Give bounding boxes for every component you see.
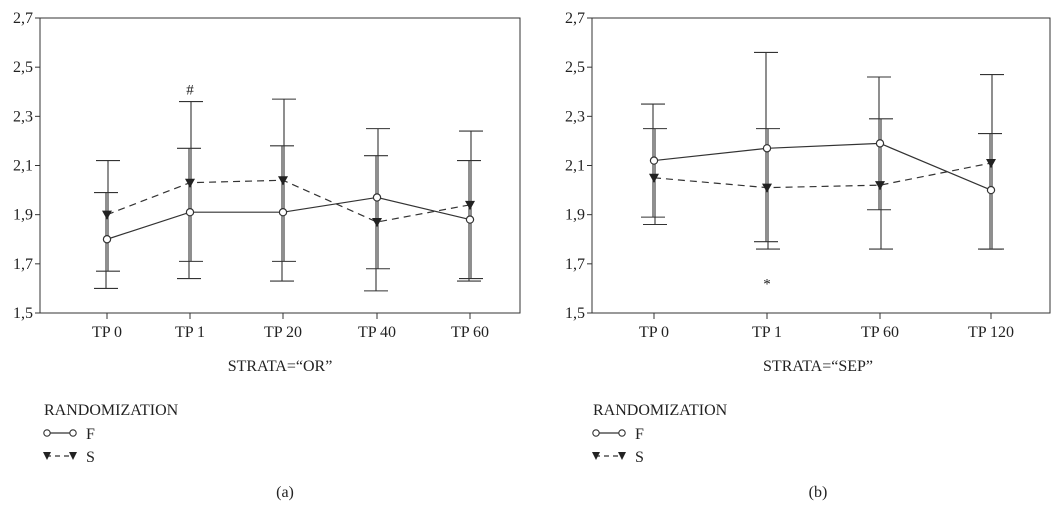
legend-marker [69,452,77,460]
x-tick-label: TP 60 [451,324,489,341]
legend-label: S [86,449,95,466]
series-line-S [654,163,991,188]
y-tick-label: 2,1 [565,158,585,175]
data-point-F [373,194,380,201]
plot-frame [40,18,520,313]
annotation-mark: # [186,82,194,98]
legend-marker [44,430,50,436]
y-tick-label: 1,5 [565,305,585,322]
chart-panel-b: 1,5 1,7 1,9 2,1 2,3 2,5 2,7 TP 0 TP 1 TP 60 TP 120… [565,10,1050,501]
x-tick-label: TP 0 [92,324,122,341]
legend-marker [618,452,626,460]
legend-marker [619,430,625,436]
y-tick-label: 2,7 [565,10,585,27]
data-point-S [762,184,772,193]
legend-title: RANDOMIZATION [44,402,179,419]
chart-panel-a: 1,5 1,7 1,9 2,1 2,3 2,5 2,7 TP 0 TP 1 TP 20 TP 40 T… [13,10,520,501]
series-line-F [107,197,470,239]
legend-marker [593,430,599,436]
y-tick-label: 2,7 [13,10,33,27]
annotation-mark: * [763,277,771,293]
y-tick-label: 2,5 [565,59,585,76]
data-point-F [987,186,994,193]
data-point-S [278,176,288,185]
x-tick-label: TP 20 [264,324,302,341]
y-tick-label: 2,1 [13,158,33,175]
x-tick-label: TP 120 [968,324,1014,341]
panel-label: (b) [809,484,828,501]
x-tick-label: TP 0 [639,324,669,341]
x-axis-title: STRATA=“OR” [228,358,333,375]
y-tick-label: 1,9 [13,207,33,224]
panel-label: (a) [276,484,294,501]
series-line-S [107,180,470,222]
legend-marker [70,430,76,436]
legend-label: S [635,449,644,466]
data-point-S [372,218,382,227]
legend-label: F [86,426,95,443]
x-tick-label: TP 1 [752,324,782,341]
legend-label: F [635,426,644,443]
x-tick-label: TP 40 [358,324,396,341]
y-tick-label: 1,7 [565,256,585,273]
data-point-S [102,211,112,220]
y-tick-label: 1,7 [13,256,33,273]
y-tick-label: 1,5 [13,305,33,322]
x-tick-label: TP 1 [175,324,205,341]
data-point-F [279,209,286,216]
data-point-F [876,140,883,147]
data-point-F [466,216,473,223]
y-tick-label: 2,3 [565,108,585,125]
data-point-F [763,145,770,152]
series-line-F [654,143,991,190]
data-point-F [186,209,193,216]
data-point-F [103,236,110,243]
y-tick-label: 1,9 [565,207,585,224]
legend-title: RANDOMIZATION [593,402,728,419]
y-tick-label: 2,5 [13,59,33,76]
y-tick-label: 2,3 [13,108,33,125]
x-axis-title: STRATA=“SEP” [763,358,873,375]
data-point-S [185,179,195,188]
x-tick-label: TP 60 [861,324,899,341]
data-point-F [650,157,657,164]
